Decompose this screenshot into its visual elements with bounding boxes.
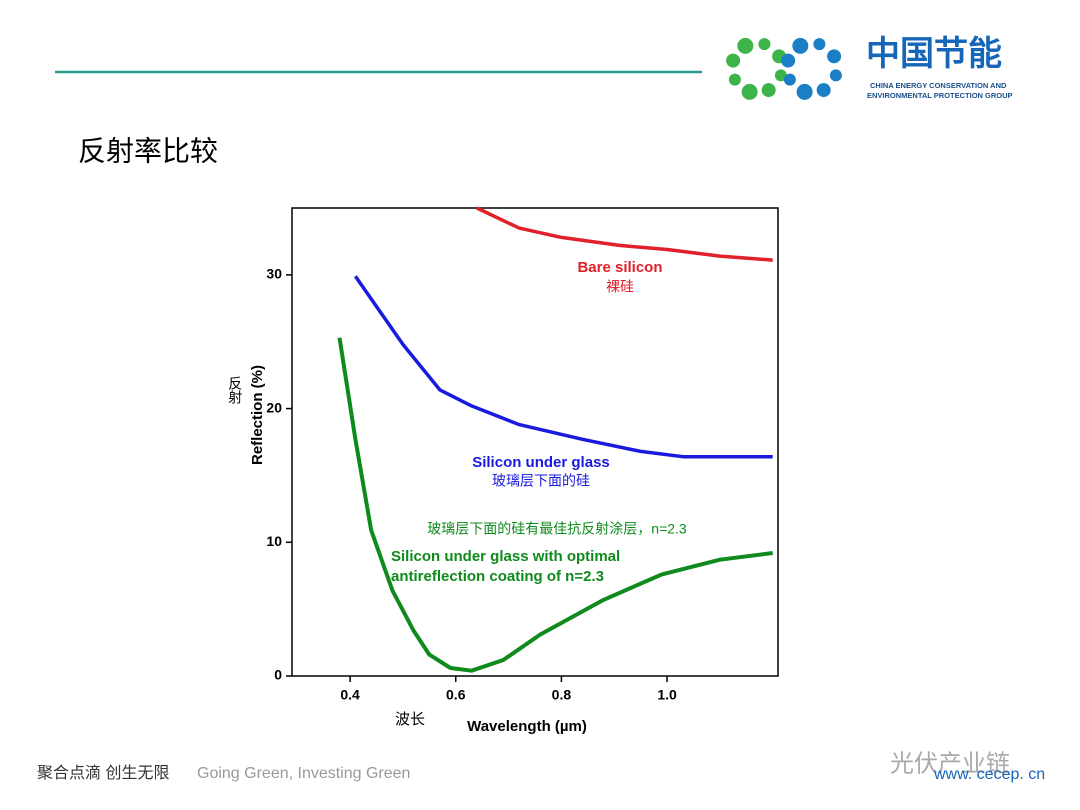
logo-dot — [741, 83, 758, 100]
x-tick-label: 1.0 — [657, 687, 677, 703]
x-tick-label: 0.8 — [552, 687, 572, 703]
series-label-cn: 玻璃层下面的硅 — [492, 473, 590, 489]
logo-text: ENVIRONMENTAL PROTECTION GROUP — [867, 91, 1013, 100]
series-label: Silicon under glass — [472, 454, 610, 471]
y-axis-label-cn: 反射 — [227, 376, 243, 405]
logo-dot — [796, 83, 813, 100]
series-line — [337, 337, 773, 673]
x-tick-label: 0.4 — [340, 687, 360, 703]
logo-name: 中国节能 — [866, 35, 1002, 73]
series-label-cn: 玻璃层下面的硅有最佳抗反射涂层，n=2.3 — [427, 521, 687, 537]
logo-dot — [774, 69, 787, 82]
logo-dot — [728, 73, 741, 86]
series-line — [353, 275, 773, 459]
watermark: 光伏产业链 — [890, 750, 1010, 777]
x-tick-label: 0.6 — [446, 687, 466, 703]
y-tick-label: 30 — [266, 266, 282, 282]
series-label: Bare silicon — [577, 259, 662, 276]
x-axis-label-cn: 波长 — [395, 711, 425, 728]
slide-title: 反射率比较 — [78, 135, 218, 168]
x-axis-label: Wavelength (µm) — [467, 718, 587, 735]
logo-dot — [792, 37, 809, 54]
logo-dot — [737, 37, 754, 54]
y-tick-label: 0 — [274, 667, 282, 683]
logo-dot — [761, 83, 776, 98]
logo-dot — [726, 53, 741, 68]
y-axis-label: Reflection (%) — [249, 365, 266, 465]
logo-text: CHINA ENERGY CONSERVATION AND — [870, 81, 1007, 90]
y-tick-label: 20 — [266, 399, 282, 415]
plot-frame — [291, 207, 779, 677]
series-line — [476, 206, 773, 262]
logo-dot — [783, 73, 796, 86]
footer-url: www. cecep. cn — [933, 766, 1045, 783]
logo-dot — [816, 83, 831, 98]
footer-slogan: Going Green, Investing Green — [197, 765, 410, 782]
logo-dot — [827, 49, 842, 64]
footer-slogan: 聚合点滴 创生无限 — [37, 764, 169, 782]
logo-mark — [726, 37, 842, 100]
logo-dot — [829, 69, 842, 82]
logo-dot — [758, 38, 771, 51]
series-label: Silicon under glass with optimal antiref… — [391, 548, 621, 585]
y-tick-label: 10 — [266, 533, 282, 549]
series-label-cn: 裸硅 — [606, 279, 634, 295]
logo-dot — [781, 53, 796, 68]
logo-dot — [813, 38, 826, 51]
